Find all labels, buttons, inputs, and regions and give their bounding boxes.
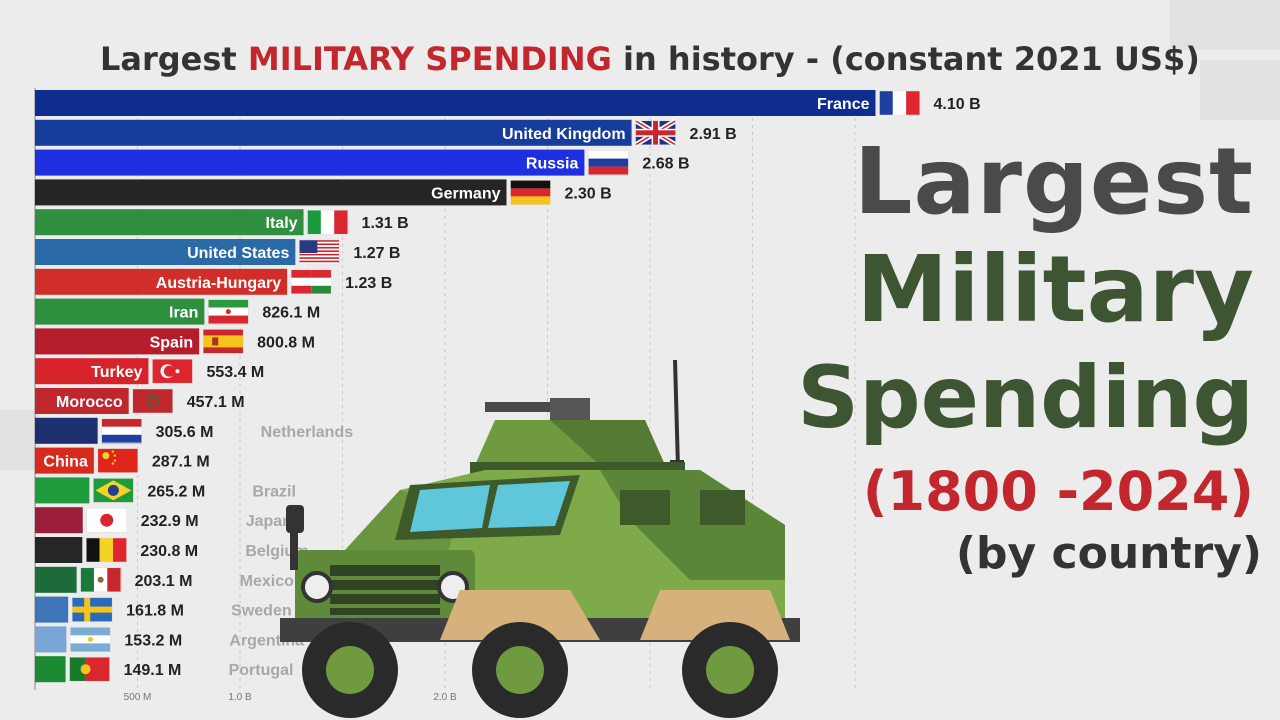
overlay-line-2: Military <box>856 236 1254 343</box>
bar-label: China <box>43 454 88 471</box>
background-tile <box>1170 0 1280 50</box>
bar-brazil <box>35 477 90 504</box>
title-highlight: MILITARY SPENDING <box>247 40 612 78</box>
title-part-2: in history - (constant 2021 US$) <box>611 40 1200 78</box>
bar-morocco <box>35 388 129 414</box>
japan-flag-icon <box>86 507 127 533</box>
bar-label: Austria-Hungary <box>156 275 281 292</box>
value-label: 203.1 M <box>135 573 193 590</box>
brazil-flag-icon <box>93 478 134 503</box>
bar-united-kingdom <box>35 119 632 146</box>
germany-flag-icon <box>510 180 551 205</box>
netherlands-flag-icon <box>101 418 142 444</box>
united-kingdom-flag-icon <box>634 118 677 147</box>
italy-flag-icon <box>307 209 349 235</box>
bar-italy <box>35 209 304 236</box>
value-label: 1.27 B <box>353 245 400 262</box>
value-label: 800.8 M <box>257 334 315 351</box>
value-label: 2.91 B <box>690 126 737 143</box>
value-label: 553.4 M <box>206 364 264 381</box>
spain-flag-icon <box>202 329 244 354</box>
iran-flag-icon <box>208 299 249 325</box>
mexico-flag-icon <box>80 567 122 593</box>
russia-flag-icon <box>588 150 629 176</box>
bar-label: United States <box>187 245 289 262</box>
belgium-flag-icon <box>86 537 127 563</box>
value-label: 305.6 M <box>156 424 214 441</box>
morocco-flag-icon <box>132 388 173 414</box>
portugal-flag-icon <box>69 656 110 682</box>
bar-label: Portugal <box>229 662 294 679</box>
value-label: 1.31 B <box>362 215 409 232</box>
x-tick-label: 2.0 B <box>433 692 457 703</box>
bar-mexico <box>35 566 77 593</box>
bar-label: Italy <box>266 215 298 232</box>
value-label: 230.8 M <box>140 543 198 560</box>
bar-label: Morocco <box>56 394 123 411</box>
overlay-line-3: Spending <box>797 348 1254 448</box>
background-tile <box>0 410 40 470</box>
bar-label: Turkey <box>91 364 142 381</box>
argentina-flag-icon <box>70 627 111 652</box>
value-label: 287.1 M <box>152 454 210 471</box>
bar-label: Russia <box>526 156 579 173</box>
bar-label: United Kingdom <box>502 126 626 143</box>
value-label: 457.1 M <box>187 394 245 411</box>
value-label: 265.2 M <box>147 483 205 500</box>
china-flag-icon <box>97 448 139 473</box>
value-label: 826.1 M <box>262 305 320 322</box>
france-flag-icon <box>879 90 920 116</box>
background-tile <box>1200 60 1280 120</box>
value-label: 153.2 M <box>124 632 182 649</box>
x-tick-label: 500 M <box>124 692 152 703</box>
bar-label: France <box>817 96 870 113</box>
sweden-flag-icon <box>71 597 113 622</box>
value-label: 1.23 B <box>345 275 392 292</box>
overlay-line-4: (1800 -2024) <box>862 460 1254 523</box>
bar-label: Mexico <box>240 573 294 590</box>
bar-label: Sweden <box>231 603 291 620</box>
bar-label: Iran <box>169 305 198 322</box>
bar-germany <box>35 179 507 206</box>
chart-title: Largest MILITARY SPENDING in history - (… <box>100 40 1200 78</box>
value-label: 232.9 M <box>141 513 199 530</box>
bar-austria-hungary <box>35 268 288 295</box>
bar-japan <box>35 507 83 534</box>
bar-label: Japan <box>246 513 292 530</box>
title-part-1: Largest <box>100 40 248 78</box>
bar-united-states <box>35 239 296 265</box>
bar-label: Spain <box>150 334 194 351</box>
value-label: 4.10 B <box>934 96 981 113</box>
bar-portugal <box>35 656 66 683</box>
austria-hungary-flag-icon <box>290 269 332 295</box>
bar-netherlands <box>35 417 98 444</box>
bar-argentina <box>35 626 67 653</box>
bar-france <box>35 90 876 116</box>
overlay-line-1: Largest <box>853 128 1254 235</box>
x-tick-label: 1.0 B <box>228 692 252 703</box>
bar-label: Brazil <box>252 483 296 500</box>
bar-label: Netherlands <box>261 424 354 441</box>
value-label: 161.8 M <box>126 603 184 620</box>
bar-spain <box>35 328 200 355</box>
bar-russia <box>35 149 585 176</box>
turkey-flag-icon <box>152 358 193 384</box>
bar-china <box>35 447 94 474</box>
value-label: 2.30 B <box>565 185 612 202</box>
bar-iran <box>35 298 205 325</box>
value-label: 2.68 B <box>642 156 689 173</box>
value-label: 149.1 M <box>124 662 182 679</box>
united-states-flag-icon <box>299 239 340 265</box>
bar-label: Germany <box>431 185 500 202</box>
bar-sweden <box>35 596 69 623</box>
overlay-line-5: (by country) <box>955 528 1262 579</box>
bar-turkey <box>35 358 149 385</box>
bar-belgium <box>35 537 83 563</box>
military-vehicle-icon <box>280 359 800 718</box>
